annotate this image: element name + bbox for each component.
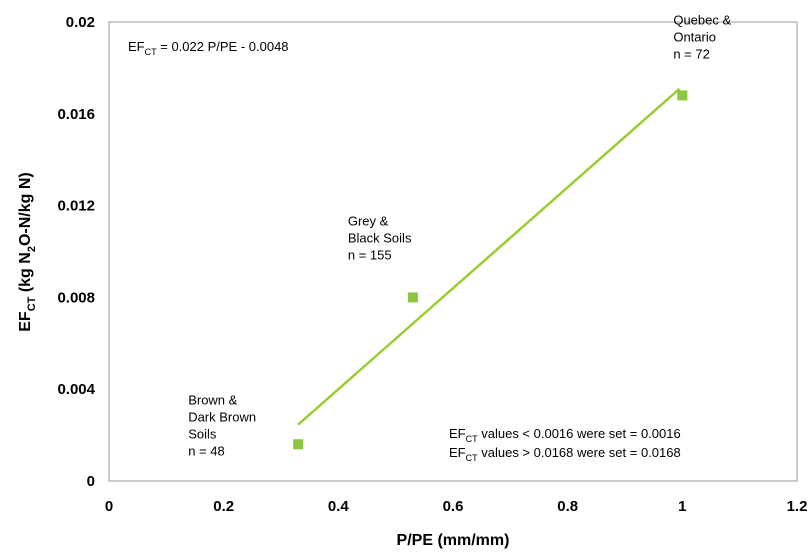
trend-line xyxy=(297,87,681,426)
point-label-line: n = 48 xyxy=(188,443,225,458)
point-label-line: Grey & xyxy=(348,213,389,228)
x-tick-label: 0.2 xyxy=(213,498,234,515)
point-label-line: Brown & xyxy=(188,392,237,407)
data-point-marker xyxy=(407,292,418,303)
note-line-1: EFCT values < 0.0016 were set = 0.0016 xyxy=(449,426,681,444)
y-tick-label: 0.016 xyxy=(57,106,95,123)
point-label-line: n = 72 xyxy=(673,46,710,61)
y-tick-label: 0.008 xyxy=(57,289,95,306)
point-label-line: Soils xyxy=(188,426,217,441)
y-tick-label: 0.02 xyxy=(66,14,95,31)
x-tick-label: 1.2 xyxy=(787,498,808,515)
x-tick-label: 0.8 xyxy=(557,498,578,515)
plot-area-border xyxy=(108,21,798,482)
point-label-line: n = 155 xyxy=(348,247,392,262)
data-markers xyxy=(293,90,688,450)
y-tick-label: 0.012 xyxy=(57,198,95,215)
x-axis-title: P/PE (mm/mm) xyxy=(397,532,510,549)
x-tick-label: 0 xyxy=(105,498,113,515)
equation-annotation: EFCT = 0.022 P/PE - 0.0048 xyxy=(128,39,289,57)
y-tick-label: 0.004 xyxy=(57,381,95,398)
note-line-2: EFCT values > 0.0168 were set = 0.0168 xyxy=(449,445,681,463)
point-label-line: Ontario xyxy=(673,29,716,44)
y-axis-ticks: 0 0.004 0.008 0.012 0.016 0.02 xyxy=(57,14,95,490)
point-label: Quebec & Ontario n = 72 xyxy=(673,12,731,61)
y-axis-title: EFCT (kg N2O-N/kg N) xyxy=(17,172,38,331)
x-tick-label: 0.4 xyxy=(328,498,350,515)
data-point-marker xyxy=(677,90,688,101)
point-label-line: Black Soils xyxy=(348,230,412,245)
x-tick-label: 1 xyxy=(678,498,686,515)
point-label-line: Quebec & xyxy=(673,12,731,27)
point-label-line: Dark Brown xyxy=(188,409,256,424)
point-labels: Brown & Dark Brown Soils n = 48 Grey & Black … xyxy=(188,12,731,458)
point-label: Brown & Dark Brown Soils n = 48 xyxy=(188,392,256,458)
point-label: Grey & Black Soils n = 155 xyxy=(348,213,412,262)
x-tick-label: 0.6 xyxy=(443,498,464,515)
y-tick-label: 0 xyxy=(87,473,95,490)
x-axis-ticks: 0 0.2 0.4 0.6 0.8 1 1.2 xyxy=(105,498,808,515)
data-point-marker xyxy=(293,439,304,450)
